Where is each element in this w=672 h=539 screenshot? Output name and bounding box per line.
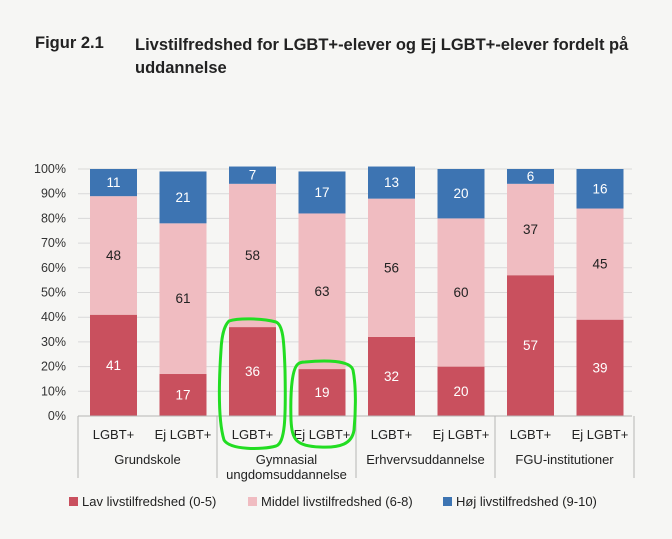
bar-segment: [576, 319, 624, 416]
data-label: 20: [453, 186, 468, 201]
y-tick-label: 40%: [41, 310, 66, 324]
data-label: 19: [314, 385, 329, 400]
group-label: Grundskole: [114, 452, 180, 467]
data-label: 6: [527, 169, 535, 184]
data-label: 58: [245, 248, 260, 263]
data-label: 16: [592, 181, 607, 196]
data-label: 17: [175, 388, 190, 403]
bar-segment: [159, 223, 207, 375]
legend-swatch: [69, 497, 78, 506]
x-tick-label: Ej LGBT+: [294, 427, 351, 442]
bar-segment: [229, 327, 276, 416]
legend-label: Lav livstilfredshed (0-5): [82, 494, 216, 509]
data-label: 63: [314, 284, 329, 299]
bar-segment: [507, 183, 554, 276]
y-tick-label: 80%: [41, 211, 66, 225]
figure-title: Livstilfredshed for LGBT+-elever og Ej L…: [135, 36, 629, 77]
x-tick-label: LGBT+: [510, 427, 552, 442]
x-tick-label: LGBT+: [93, 427, 135, 442]
bar-segment: [159, 171, 207, 224]
bar-segment: [298, 213, 346, 370]
y-tick-label: 0%: [48, 409, 66, 423]
bar-segment: [229, 166, 276, 184]
bar-segment: [437, 366, 485, 416]
data-label: 11: [106, 175, 120, 190]
y-tick-label: 60%: [41, 261, 66, 275]
legend-swatch: [443, 497, 452, 506]
y-tick-label: 50%: [41, 286, 66, 300]
bar-segment: [368, 166, 415, 199]
data-label: 32: [384, 369, 399, 384]
data-label: 21: [175, 190, 190, 205]
bar-segment: [507, 169, 554, 184]
x-tick-label: LGBT+: [371, 427, 413, 442]
bar-segment: [576, 208, 624, 320]
group-label: ungdomsuddannelse: [226, 467, 347, 482]
bar-segment: [298, 171, 346, 214]
highlight-circle: [289, 359, 357, 449]
data-label: 7: [249, 168, 257, 183]
legend-swatch: [248, 497, 257, 506]
bar-segment: [437, 218, 485, 367]
y-tick-label: 30%: [41, 335, 66, 349]
data-label: 17: [314, 185, 329, 200]
data-label: 20: [453, 384, 468, 399]
data-label: 39: [592, 360, 607, 375]
x-tick-label: LGBT+: [232, 427, 274, 442]
data-label: 13: [384, 175, 399, 190]
y-tick-label: 90%: [41, 187, 66, 201]
bar-segment: [229, 183, 276, 328]
bar-segment: [90, 169, 137, 197]
data-label: 48: [106, 248, 121, 263]
legend-label: Høj livstilfredshed (9-10): [456, 494, 597, 509]
x-tick-label: Ej LGBT+: [433, 427, 490, 442]
group-label: FGU-institutioner: [515, 452, 614, 467]
bar-segment: [159, 374, 207, 416]
data-label: 60: [453, 285, 468, 300]
data-label: 36: [245, 364, 260, 379]
data-label: 41: [106, 358, 121, 373]
bar-segment: [368, 336, 415, 416]
x-tick-label: Ej LGBT+: [155, 427, 212, 442]
bar-segment: [576, 169, 624, 209]
legend-label: Middel livstilfredshed (6-8): [261, 494, 413, 509]
y-tick-label: 10%: [41, 384, 66, 398]
bar-segment: [507, 275, 554, 416]
highlight-circle: [217, 317, 287, 450]
data-label: 57: [523, 338, 538, 353]
figure-number: Figur 2.1: [35, 34, 104, 52]
group-label: Erhvervsuddannelse: [366, 452, 485, 467]
bar-segment: [437, 169, 485, 219]
x-tick-label: Ej LGBT+: [572, 427, 629, 442]
data-label: 45: [592, 257, 607, 272]
y-tick-label: 20%: [41, 360, 66, 374]
group-label: Gymnasial: [256, 452, 318, 467]
bar-segment: [90, 196, 137, 315]
data-label: 56: [384, 260, 399, 275]
data-label: 37: [523, 222, 538, 237]
bar-segment: [368, 198, 415, 337]
y-tick-label: 70%: [41, 236, 66, 250]
y-tick-label: 100%: [34, 162, 66, 176]
bar-segment: [90, 314, 137, 416]
bar-segment: [298, 369, 346, 416]
data-label: 61: [175, 291, 190, 306]
